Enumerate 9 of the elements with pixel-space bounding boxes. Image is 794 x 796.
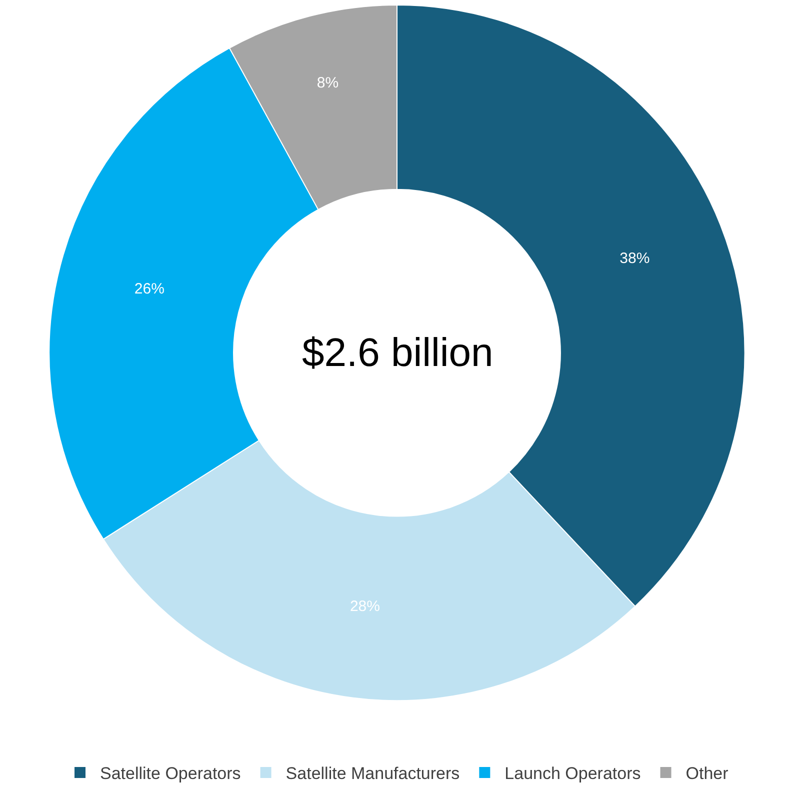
data-label: 38% — [620, 250, 650, 268]
text: $2.6 billion — [302, 331, 494, 375]
data-label: 28% — [350, 598, 380, 615]
legend-label: Satellite Operators — [100, 764, 241, 784]
legend-label: Other — [686, 764, 729, 784]
data-label: 26% — [134, 280, 164, 298]
legend-label: Satellite Manufacturers — [286, 764, 460, 784]
data-label: 8% — [316, 74, 339, 92]
legend-label: Launch Operators — [504, 764, 641, 784]
